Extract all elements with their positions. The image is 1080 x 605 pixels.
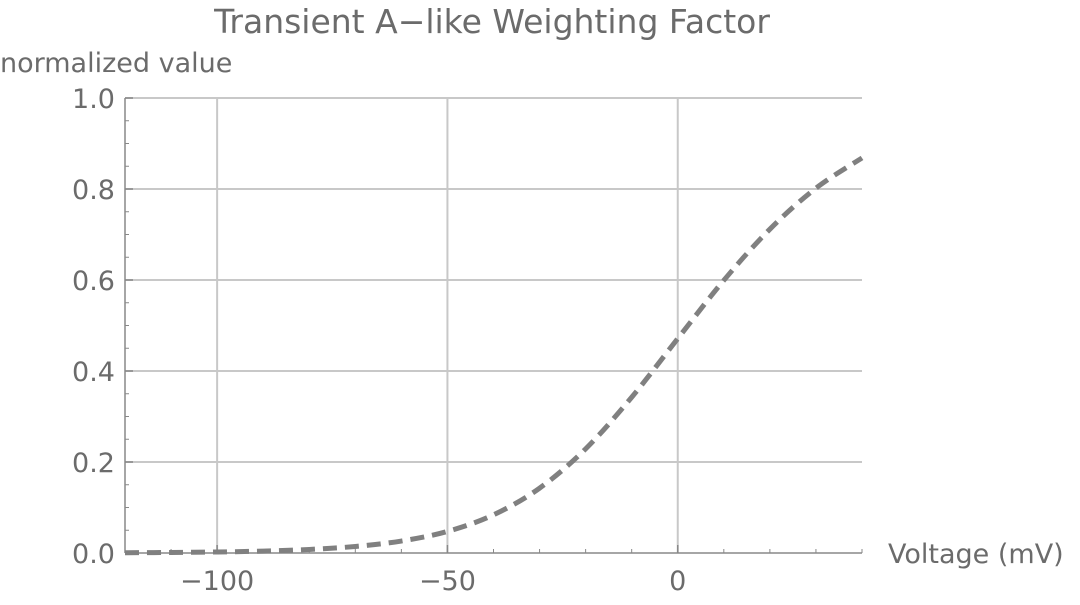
y-tick-label: 1.0 [72, 84, 115, 115]
series-line-0 [124, 155, 864, 556]
grid-layer [125, 97, 862, 553]
y-tick-label: 0.6 [72, 266, 115, 297]
y-axis-label: normalized value [0, 48, 232, 79]
y-tick-label: 0.0 [72, 539, 115, 570]
x-tick-label: −100 [180, 566, 254, 597]
series-layer [124, 155, 864, 556]
y-tick-label: 0.8 [72, 175, 115, 206]
x-tick-label: −50 [419, 566, 476, 597]
y-tick-label: 0.4 [72, 357, 115, 388]
x-tick-label: 0 [669, 566, 686, 597]
chart-title: Transient A−like Weighting Factor [213, 2, 770, 41]
y-tick-label: 0.2 [72, 448, 115, 479]
label-layer: Transient A−like Weighting Factor normal… [0, 2, 1064, 597]
axis-layer [124, 97, 863, 554]
x-axis-label: Voltage (mV) [888, 539, 1064, 570]
